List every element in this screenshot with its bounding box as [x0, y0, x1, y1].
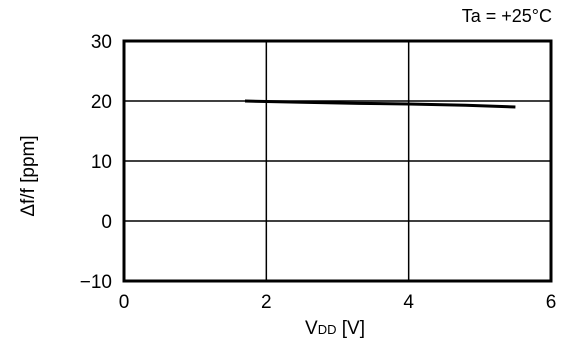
- x-axis-label-subscript: DD: [317, 322, 337, 337]
- x-axis-label-unit: [V]: [336, 318, 365, 339]
- y-axis-label: Δf/f [ppm]: [18, 135, 39, 217]
- x-tick-label: 2: [261, 292, 272, 313]
- y-tick-label: 10: [91, 152, 112, 173]
- y-tick-label: 0: [101, 212, 112, 233]
- y-tick-label: 30: [91, 32, 112, 53]
- y-tick-label: 20: [91, 92, 112, 113]
- series-line: [244, 99, 516, 109]
- condition-annotation: Ta = +25°C: [461, 6, 552, 26]
- x-tick-label: 4: [403, 292, 414, 313]
- x-axis-label-main: V: [305, 318, 318, 339]
- x-tick-label: 0: [119, 292, 130, 313]
- x-tick-label: 6: [546, 292, 557, 313]
- y-tick-label: −10: [80, 272, 112, 293]
- plot-frame: [122, 39, 553, 283]
- x-axis-label: VDD [V]: [305, 318, 365, 340]
